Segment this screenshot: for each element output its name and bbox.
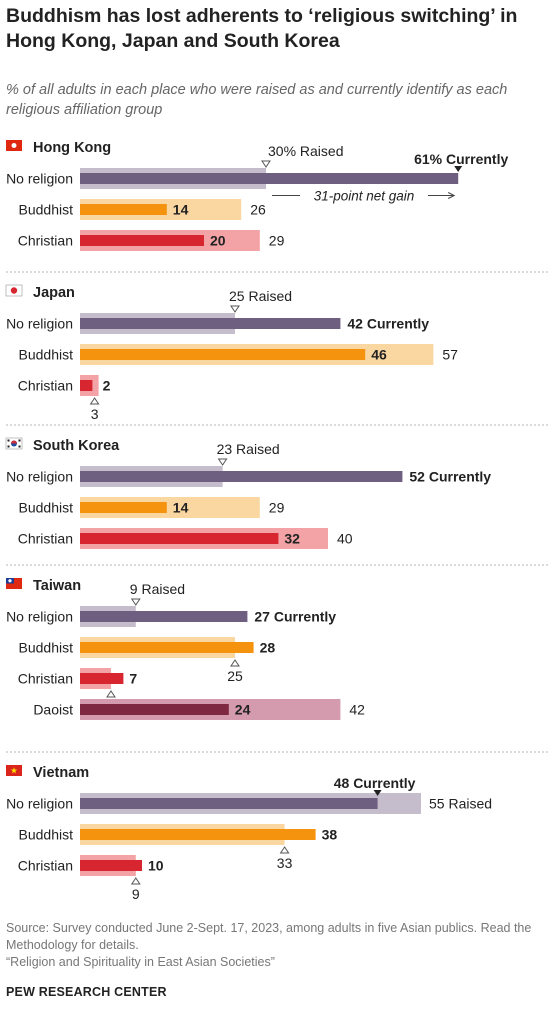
annotation-bg (300, 187, 428, 204)
raised-value-label: 29 (269, 233, 285, 249)
category-label: Buddhist (19, 202, 74, 218)
current-value-label: 27 Currently (254, 609, 336, 625)
raised-marker-icon (230, 305, 240, 313)
current-bar (80, 204, 167, 215)
raised-value-label: 55 Raised (429, 796, 492, 812)
current-bar (80, 642, 254, 653)
current-value-label: 52 Currently (409, 469, 491, 485)
current-value-label: 38 (322, 827, 338, 843)
current-value-label: 24 (235, 702, 251, 718)
category-label: Buddhist (19, 347, 74, 363)
chart-title: Buddhism has lost adherents to ‘religiou… (6, 5, 518, 52)
raised-marker-icon (261, 160, 271, 168)
current-bar (80, 380, 93, 391)
current-value-label: 28 (260, 640, 276, 656)
raised-value-label: 25 (227, 668, 243, 684)
raised-marker-icon (230, 659, 240, 667)
current-value-label: 14 (173, 500, 189, 516)
current-value-label: 10 (148, 858, 164, 874)
current-marker-icon (454, 166, 463, 172)
raised-value-label: 33 (277, 855, 293, 871)
category-label: Christian (18, 378, 73, 394)
current-bar (80, 173, 459, 184)
net-gain-annotation: 31-point net gain (314, 189, 415, 204)
raised-value-label: 40 (337, 531, 353, 547)
vietnam-flag-icon (6, 765, 22, 776)
raised-value-label: 23 Raised (217, 441, 280, 457)
current-value-label: 2 (103, 378, 111, 394)
panel-title: Taiwan (33, 578, 81, 594)
raised-value-label: 25 Raised (229, 288, 292, 304)
category-label: No religion (6, 469, 73, 485)
current-bar (80, 471, 403, 482)
current-bar (80, 829, 316, 840)
raised-value-label: 26 (250, 202, 266, 218)
source-note: Source: Survey conducted June 2-Sept. 17… (6, 921, 532, 952)
raised-marker-icon (130, 877, 141, 885)
current-value-label: 14 (173, 202, 189, 218)
current-bar (80, 611, 248, 622)
south-korea-flag-icon (5, 437, 23, 450)
raised-marker-icon (130, 598, 141, 606)
raised-value-label: 42 (349, 702, 365, 718)
current-value-label: 46 (371, 347, 387, 363)
category-label: No religion (6, 316, 73, 332)
current-bar (80, 349, 366, 360)
current-value-label: 48 Currently (334, 775, 416, 791)
current-value-label: 42 Currently (347, 316, 429, 332)
arrow-head-icon (447, 192, 456, 199)
current-marker-icon (373, 790, 382, 796)
raised-value-label: 30% Raised (268, 143, 344, 159)
panel-title: Japan (33, 285, 75, 301)
current-bar (80, 533, 279, 544)
category-label: Buddhist (19, 640, 74, 656)
japan-flag-icon (5, 284, 23, 297)
category-label: No religion (6, 609, 73, 625)
current-value-label: 32 (284, 531, 300, 547)
current-bar (80, 798, 378, 809)
chart-canvas: Hong Kong No religion 61% Currently 30% Rai… (5, 140, 550, 902)
category-label: Christian (18, 858, 73, 874)
category-label: No religion (6, 171, 73, 187)
raised-value-label: 9 Raised (130, 581, 185, 597)
current-bar (80, 235, 204, 246)
panel-title: Vietnam (33, 765, 89, 781)
hong-kong-flag-icon (6, 140, 22, 151)
raised-value-label: 57 (442, 347, 458, 363)
raised-value-label: 3 (91, 406, 99, 422)
taiwan-flag-icon (6, 578, 22, 589)
raised-marker-icon (217, 458, 228, 466)
category-label: No religion (6, 796, 73, 812)
current-value-label: 20 (210, 233, 226, 249)
current-bar (80, 704, 229, 715)
panel-title: Hong Kong (33, 140, 111, 156)
chart-subtitle: % of all adults in each place who were r… (6, 82, 508, 118)
footer: Source: Survey conducted June 2-Sept. 17… (6, 920, 552, 971)
category-label: Buddhist (19, 827, 74, 843)
report-title: “Religion and Spirituality in East Asian… (6, 955, 275, 969)
panel-title: South Korea (33, 438, 120, 454)
category-label: Buddhist (19, 500, 74, 516)
brand-name: PEW RESEARCH CENTER (6, 985, 167, 999)
raised-marker-icon (89, 397, 100, 405)
current-bar (80, 860, 142, 871)
raised-marker-icon (106, 690, 116, 698)
category-label: Daoist (33, 702, 73, 718)
category-label: Christian (18, 233, 73, 249)
raised-value-label: 9 (132, 886, 140, 902)
raised-marker-icon (279, 846, 290, 854)
current-value-label: 7 (129, 671, 137, 687)
current-bar (80, 502, 167, 513)
current-bar (80, 318, 341, 329)
category-label: Christian (18, 671, 73, 687)
current-bar (80, 673, 124, 684)
raised-value-label: 29 (269, 500, 285, 516)
current-value-label: 61% Currently (414, 151, 508, 167)
category-label: Christian (18, 531, 73, 547)
